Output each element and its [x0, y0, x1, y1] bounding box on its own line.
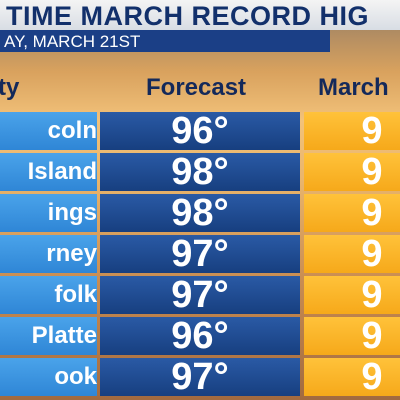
title-band — [0, 0, 400, 30]
column-header: ty — [0, 74, 20, 101]
city-cell: Platte — [0, 317, 97, 355]
city-cell: coln — [0, 112, 97, 150]
city-cell: Island — [0, 153, 97, 191]
forecast-cell: 97° — [100, 276, 300, 314]
column-header: March — [318, 74, 389, 101]
city-cell: rney — [0, 235, 97, 273]
record-cell: 9 — [304, 194, 400, 232]
subtitle: AY, MARCH 21ST — [4, 32, 141, 51]
forecast-cell: 96° — [100, 112, 300, 150]
subtitle-band — [0, 30, 330, 52]
record-cell: 9 — [304, 317, 400, 355]
record-cell: 9 — [304, 153, 400, 191]
title: TIME MARCH RECORD HIG — [6, 1, 369, 31]
forecast-cell: 97° — [100, 235, 300, 273]
forecast-cell: 96° — [100, 317, 300, 355]
record-cell: 9 — [304, 276, 400, 314]
city-cell: ook — [0, 358, 97, 396]
city-cell: folk — [0, 276, 97, 314]
forecast-cell: 98° — [100, 153, 300, 191]
column-header: Forecast — [146, 74, 247, 101]
city-cell: ings — [0, 194, 97, 232]
forecast-cell: 98° — [100, 194, 300, 232]
record-cell: 9 — [304, 235, 400, 273]
forecast-cell: 97° — [100, 358, 300, 396]
record-cell: 9 — [304, 358, 400, 396]
record-cell: 9 — [304, 112, 400, 150]
